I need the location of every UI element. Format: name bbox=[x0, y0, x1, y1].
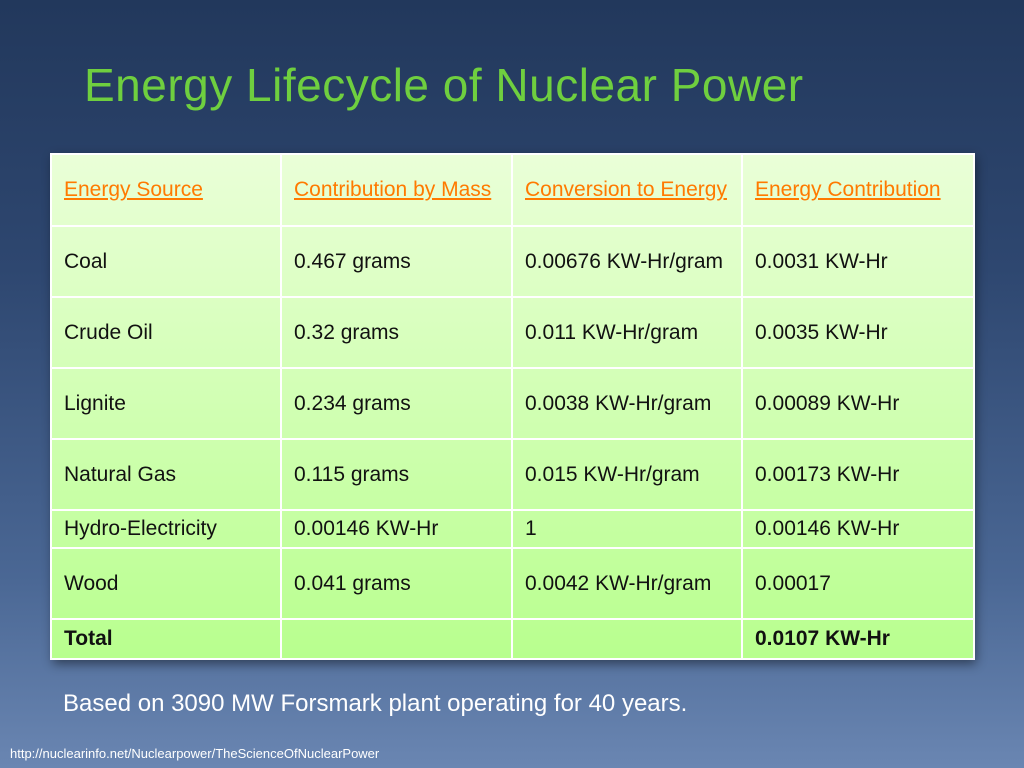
cell-energy-contribution: 0.00089 KW-Hr bbox=[741, 367, 975, 440]
header-link-energy-contribution[interactable]: Energy Contribution bbox=[755, 178, 941, 201]
cell-energy-source: Wood bbox=[50, 547, 282, 620]
source-url-link[interactable]: http://nuclearinfo.net/Nuclearpower/TheS… bbox=[10, 746, 380, 761]
cell-contribution-by-mass: 0.115 grams bbox=[280, 438, 513, 511]
header-cell-energy-contribution: Energy Contribution bbox=[741, 153, 975, 227]
slide-title: Energy Lifecycle of Nuclear Power bbox=[84, 59, 804, 111]
header-link-energy-source[interactable]: Energy Source bbox=[64, 178, 203, 201]
cell-conversion-to-energy: 0.0042 KW-Hr/gram bbox=[511, 547, 743, 620]
cell-contribution-by-mass: 0.234 grams bbox=[280, 367, 513, 440]
cell-energy-contribution: 0.00146 KW-Hr bbox=[741, 509, 975, 549]
cell-energy-source: Natural Gas bbox=[50, 438, 282, 511]
cell-conversion-to-energy: 0.011 KW-Hr/gram bbox=[511, 296, 743, 369]
table-row: Wood 0.041 grams 0.0042 KW-Hr/gram 0.000… bbox=[50, 547, 975, 620]
cell-energy-source: Coal bbox=[50, 225, 282, 298]
cell-energy-source: Hydro-Electricity bbox=[50, 509, 282, 549]
total-label-cell: Total bbox=[50, 618, 282, 660]
cell-energy-source: Crude Oil bbox=[50, 296, 282, 369]
table-row: Hydro-Electricity 0.00146 KW-Hr 1 0.0014… bbox=[50, 509, 975, 549]
header-cell-contribution-by-mass: Contribution by Mass bbox=[280, 153, 513, 227]
table-row: Coal 0.467 grams 0.00676 KW-Hr/gram 0.00… bbox=[50, 225, 975, 298]
total-empty-cell bbox=[280, 618, 513, 660]
cell-conversion-to-energy: 1 bbox=[511, 509, 743, 549]
energy-table-container: Energy Source Contribution by Mass Conve… bbox=[50, 153, 975, 660]
header-cell-conversion-to-energy: Conversion to Energy bbox=[511, 153, 743, 227]
footnote-text: Based on 3090 MW Forsmark plant operatin… bbox=[63, 690, 688, 717]
header-cell-energy-source: Energy Source bbox=[50, 153, 282, 227]
cell-energy-contribution: 0.0031 KW-Hr bbox=[741, 225, 975, 298]
cell-energy-contribution: 0.00017 bbox=[741, 547, 975, 620]
cell-contribution-by-mass: 0.32 grams bbox=[280, 296, 513, 369]
table-row: Crude Oil 0.32 grams 0.011 KW-Hr/gram 0.… bbox=[50, 296, 975, 369]
cell-energy-contribution: 0.00173 KW-Hr bbox=[741, 438, 975, 511]
cell-contribution-by-mass: 0.467 grams bbox=[280, 225, 513, 298]
cell-conversion-to-energy: 0.00676 KW-Hr/gram bbox=[511, 225, 743, 298]
cell-contribution-by-mass: 0.041 grams bbox=[280, 547, 513, 620]
table-row: Natural Gas 0.115 grams 0.015 KW-Hr/gram… bbox=[50, 438, 975, 511]
energy-table: Energy Source Contribution by Mass Conve… bbox=[50, 153, 975, 660]
cell-conversion-to-energy: 0.015 KW-Hr/gram bbox=[511, 438, 743, 511]
header-link-contribution-by-mass[interactable]: Contribution by Mass bbox=[294, 178, 492, 201]
total-empty-cell bbox=[511, 618, 743, 660]
table-header-row: Energy Source Contribution by Mass Conve… bbox=[50, 153, 975, 227]
table-total-row: Total 0.0107 KW-Hr bbox=[50, 618, 975, 660]
cell-energy-source: Lignite bbox=[50, 367, 282, 440]
header-link-conversion-to-energy[interactable]: Conversion to Energy bbox=[525, 178, 727, 201]
cell-contribution-by-mass: 0.00146 KW-Hr bbox=[280, 509, 513, 549]
total-value-cell: 0.0107 KW-Hr bbox=[741, 618, 975, 660]
table-row: Lignite 0.234 grams 0.0038 KW-Hr/gram 0.… bbox=[50, 367, 975, 440]
cell-conversion-to-energy: 0.0038 KW-Hr/gram bbox=[511, 367, 743, 440]
cell-energy-contribution: 0.0035 KW-Hr bbox=[741, 296, 975, 369]
